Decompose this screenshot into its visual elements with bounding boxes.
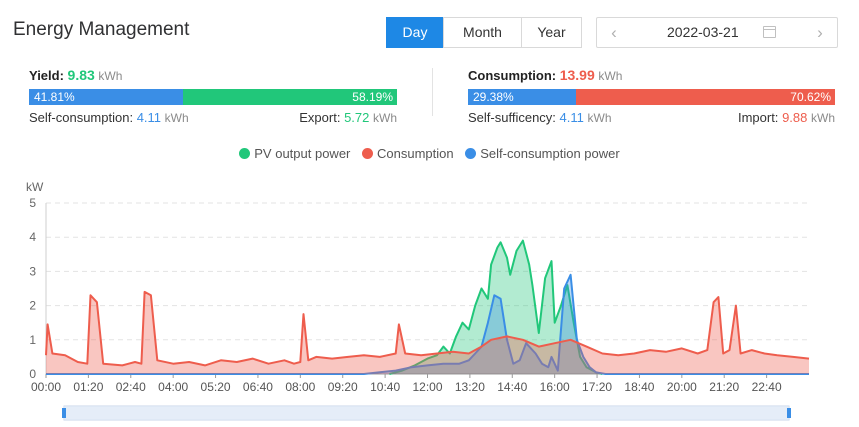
- x-tick-label: 08:00: [285, 380, 315, 394]
- export-unit: kWh: [373, 111, 397, 125]
- series-line-pv-output-power[interactable]: [389, 239, 603, 375]
- self-consumption-label: Self-consumption:: [29, 110, 134, 125]
- y-tick-label: 2: [29, 299, 36, 313]
- yield-value: 9.83: [67, 67, 95, 83]
- series-line-consumption[interactable]: [45, 290, 810, 367]
- x-tick-label: 09:20: [328, 380, 358, 394]
- y-tick-label: 1: [29, 333, 36, 347]
- self-sufficiency-stat: Self-sufficency: 4.11 kWh: [468, 110, 612, 125]
- y-tick-label: 0: [29, 367, 36, 381]
- consumption-unit: kWh: [598, 69, 623, 83]
- yield-export-segment: 58.19%: [182, 89, 397, 105]
- import-value: 9.88: [782, 110, 808, 125]
- consumption-import-segment: 70.62%: [575, 89, 835, 105]
- self-dot-icon: [465, 148, 477, 159]
- legend-label-consumption: Consumption: [377, 146, 454, 161]
- series-area-pv-output-power: [389, 240, 603, 374]
- self-sufficiency-value: 4.11: [559, 110, 584, 125]
- x-tick-label: 01:20: [73, 380, 103, 394]
- x-tick-label: 14:40: [497, 380, 527, 394]
- yield-label: Yield:: [29, 68, 64, 83]
- tab-year[interactable]: Year: [521, 17, 582, 48]
- self-sufficiency-label: Self-sufficency:: [468, 110, 556, 125]
- zoom-handle-left[interactable]: [62, 408, 66, 418]
- consumption-summary: Consumption: 13.99 kWh: [468, 67, 622, 83]
- legend-label-pv: PV output power: [254, 146, 351, 161]
- y-axis-label: kW: [26, 180, 44, 194]
- x-tick-label: 16:00: [540, 380, 570, 394]
- x-tick-label: 13:20: [455, 380, 485, 394]
- chevron-left-icon[interactable]: ‹: [611, 23, 617, 42]
- consumption-label: Consumption:: [468, 68, 557, 83]
- x-tick-label: 12:00: [412, 380, 442, 394]
- yield-summary: Yield: 9.83 kWh: [29, 67, 122, 83]
- self-consumption-stat: Self-consumption: 4.11 kWh: [29, 110, 189, 125]
- export-label: Export:: [299, 110, 341, 125]
- self-consumption-unit: kWh: [164, 111, 189, 125]
- chart-legend: PV output power Consumption Self-consump…: [0, 146, 859, 161]
- x-tick-label: 02:40: [116, 380, 146, 394]
- self-sufficiency-unit: kWh: [587, 111, 612, 125]
- self-consumption-value: 4.11: [136, 110, 162, 125]
- export-stat: Export: 5.72 kWh: [299, 110, 397, 125]
- yield-bar: 41.81% 58.19%: [29, 89, 397, 105]
- zoom-slider-window[interactable]: [64, 406, 789, 420]
- consumption-self-segment: 29.38%: [468, 89, 576, 105]
- x-tick-label: 06:40: [243, 380, 273, 394]
- yield-unit: kWh: [98, 69, 123, 83]
- divider: [432, 68, 433, 116]
- pv-dot-icon: [239, 148, 251, 159]
- period-tabs: Day Month Year: [386, 17, 582, 48]
- x-tick-label: 17:20: [582, 380, 612, 394]
- import-unit: kWh: [811, 111, 835, 125]
- date-picker[interactable]: ‹ 2022-03-21 ›: [596, 17, 838, 48]
- y-tick-label: 5: [29, 196, 36, 210]
- series-line-self-consumption-power[interactable]: [46, 273, 809, 375]
- page-title: Energy Management: [13, 19, 190, 40]
- zoom-handle-right[interactable]: [787, 408, 791, 418]
- x-tick-label: 21:20: [709, 380, 739, 394]
- consumption-dot-icon: [362, 148, 374, 159]
- x-tick-label: 00:00: [31, 380, 61, 394]
- consumption-value: 13.99: [559, 67, 595, 83]
- calendar-icon[interactable]: [763, 26, 776, 38]
- import-label: Import:: [737, 110, 779, 125]
- x-tick-label: 05:20: [201, 380, 231, 394]
- date-value: 2022-03-21: [667, 24, 739, 40]
- x-tick-label: 20:00: [667, 380, 697, 394]
- yield-self-segment: 41.81%: [29, 89, 183, 105]
- legend-label-self: Self-consumption power: [480, 146, 620, 161]
- y-tick-label: 3: [29, 264, 36, 278]
- x-tick-label: 10:40: [370, 380, 400, 394]
- legend-item-pv[interactable]: PV output power: [239, 146, 350, 161]
- legend-item-consumption[interactable]: Consumption: [362, 146, 454, 161]
- chevron-right-icon[interactable]: ›: [817, 23, 823, 42]
- x-tick-label: 22:40: [752, 380, 782, 394]
- x-tick-label: 04:00: [158, 380, 188, 394]
- export-value: 5.72: [344, 110, 370, 125]
- legend-item-self[interactable]: Self-consumption power: [465, 146, 620, 161]
- import-stat: Import: 9.88 kWh: [738, 110, 835, 125]
- x-tick-label: 18:40: [624, 380, 654, 394]
- y-tick-label: 4: [29, 230, 36, 244]
- consumption-bar: 29.38% 70.62%: [468, 89, 835, 105]
